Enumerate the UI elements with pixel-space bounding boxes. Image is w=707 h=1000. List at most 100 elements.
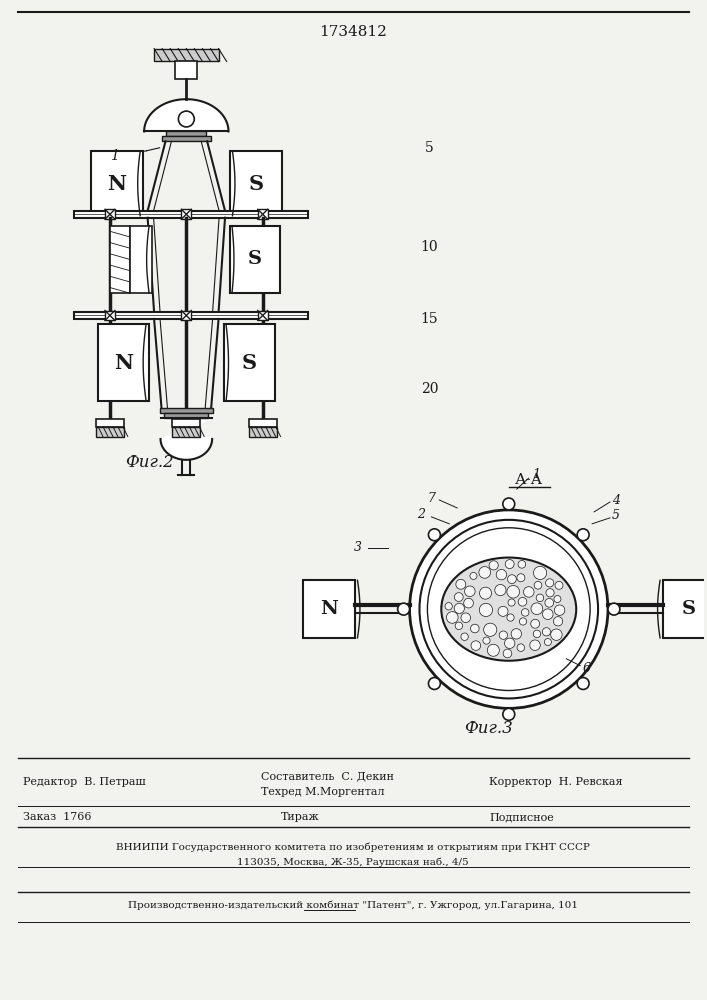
Bar [105,209,115,219]
Text: 15: 15 [421,312,438,326]
Circle shape [531,619,539,628]
Circle shape [495,584,506,596]
Bar [160,408,213,413]
Bar [154,49,218,61]
Circle shape [479,603,493,617]
Bar [96,419,124,427]
Circle shape [534,566,547,580]
Circle shape [542,609,553,619]
Bar [173,427,200,437]
Circle shape [503,649,512,658]
Circle shape [545,598,554,607]
Text: Тираж: Тираж [281,812,320,822]
Circle shape [511,629,522,639]
Bar [182,209,192,219]
Text: А-А: А-А [515,473,543,487]
Text: 1734812: 1734812 [319,25,387,39]
Text: 113035, Москва, Ж-35, Раушская наб., 4/5: 113035, Москва, Ж-35, Раушская наб., 4/5 [237,857,469,867]
Circle shape [577,529,589,541]
Text: 2: 2 [417,508,426,521]
Circle shape [577,678,589,689]
Circle shape [542,628,551,636]
Circle shape [517,644,525,651]
Circle shape [554,617,563,626]
Bar [130,226,151,293]
Bar [165,413,208,418]
Text: Техред М.Моргентал: Техред М.Моргентал [261,787,384,797]
Text: Фиг.3: Фиг.3 [464,720,513,737]
Bar [173,419,200,427]
Circle shape [523,587,534,597]
Bar [223,324,275,401]
Circle shape [487,644,499,656]
Bar [74,211,308,218]
Text: S: S [682,600,696,618]
Circle shape [489,561,498,570]
Circle shape [518,597,527,606]
Bar [662,580,707,638]
Circle shape [471,624,479,633]
Bar [98,324,149,401]
Text: 3: 3 [354,541,362,554]
Text: Корректор  Н. Ревская: Корректор Н. Ревская [489,777,622,787]
Circle shape [455,593,463,601]
Text: S: S [247,250,262,268]
Circle shape [464,586,475,597]
Circle shape [445,603,452,610]
Text: Производственно-издательский комбинат "Патент", г. Ужгород, ул.Гагарина, 101: Производственно-издательский комбинат "П… [128,900,578,910]
Circle shape [536,594,544,602]
Text: S: S [242,353,257,373]
Circle shape [484,623,497,636]
Bar [166,131,206,136]
Circle shape [461,613,471,623]
Text: Составитель  С. Декин: Составитель С. Декин [261,771,394,781]
Bar [230,226,279,293]
Text: N: N [320,600,338,618]
Text: Заказ  1766: Заказ 1766 [23,812,91,822]
Circle shape [464,598,474,608]
Polygon shape [144,99,228,131]
Text: S: S [248,174,263,194]
Circle shape [533,630,541,638]
Text: 20: 20 [421,382,438,396]
Circle shape [498,606,508,616]
Circle shape [471,641,481,650]
Text: 5: 5 [425,141,434,155]
Circle shape [506,560,514,569]
Circle shape [534,581,542,589]
Bar [258,209,268,219]
Bar [249,419,276,427]
Text: Фиг.2: Фиг.2 [125,454,174,471]
Circle shape [178,111,194,127]
Polygon shape [160,418,212,460]
Circle shape [531,603,543,615]
Bar [175,61,197,79]
Bar [74,312,308,319]
Text: Подписное: Подписное [489,812,554,822]
Text: 6: 6 [582,662,590,675]
Text: 1: 1 [532,468,541,481]
Circle shape [508,599,515,606]
Circle shape [608,603,620,615]
Circle shape [428,678,440,689]
Text: 7: 7 [428,492,436,505]
Bar [161,136,211,141]
Circle shape [479,567,491,578]
Circle shape [521,609,529,616]
Circle shape [503,498,515,510]
Circle shape [454,603,464,613]
Circle shape [518,561,526,568]
Circle shape [555,581,563,589]
Bar [303,580,355,638]
Circle shape [507,614,514,621]
Text: ВНИИПИ Государственного комитета по изобретениям и открытиям при ГКНТ СССР: ВНИИПИ Государственного комитета по изоб… [116,842,590,852]
Circle shape [409,510,608,708]
Circle shape [470,572,477,579]
Text: 5: 5 [612,509,620,522]
Circle shape [554,596,561,603]
Circle shape [456,579,466,589]
Circle shape [483,637,490,644]
Circle shape [499,631,508,639]
Text: N: N [114,353,133,373]
Circle shape [530,640,540,650]
